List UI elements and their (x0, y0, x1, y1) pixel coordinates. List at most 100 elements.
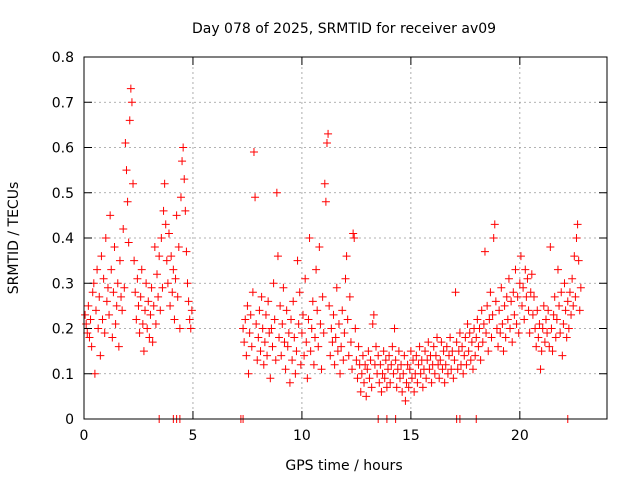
data-point (141, 306, 150, 315)
data-point (350, 234, 359, 242)
data-point (484, 347, 493, 356)
data-point (401, 396, 410, 405)
data-point (398, 387, 407, 396)
data-point (166, 301, 175, 310)
data-point (242, 351, 251, 360)
data-point (306, 347, 315, 356)
data-point (520, 315, 529, 324)
data-point (147, 283, 156, 292)
data-point (406, 347, 415, 356)
data-point (331, 333, 340, 342)
data-point (338, 306, 347, 315)
data-point (363, 365, 372, 374)
data-point (285, 378, 294, 387)
data-point (275, 333, 284, 342)
data-point (102, 297, 111, 306)
data-point (354, 342, 363, 351)
data-point (430, 369, 439, 378)
data-point (571, 292, 580, 301)
data-point (294, 319, 303, 328)
data-point (293, 256, 302, 265)
data-point (288, 356, 297, 365)
data-point (506, 324, 515, 333)
data-point (550, 292, 559, 301)
data-point (283, 342, 292, 351)
data-point (176, 193, 185, 202)
data-point (555, 301, 564, 310)
data-point (162, 256, 171, 265)
data-point (485, 315, 494, 324)
data-point (495, 306, 504, 315)
data-point (258, 324, 267, 333)
data-point (255, 306, 264, 315)
data-point (434, 360, 443, 369)
data-point (560, 279, 569, 288)
data-point (532, 342, 541, 351)
data-point (305, 234, 314, 242)
data-point (413, 378, 422, 387)
data-point (332, 283, 341, 292)
data-point (302, 338, 311, 347)
data-point (178, 157, 187, 166)
data-point (356, 387, 365, 396)
data-point (95, 292, 104, 301)
data-point (122, 166, 131, 175)
data-point (309, 360, 318, 369)
data-point (576, 283, 585, 292)
data-point (106, 211, 115, 220)
data-point (556, 329, 565, 338)
data-point (297, 329, 306, 338)
data-point (154, 292, 163, 301)
data-point (480, 247, 489, 256)
data-point (129, 179, 138, 188)
data-point (344, 351, 353, 360)
data-point (365, 374, 374, 383)
x-tick-label: 15 (402, 428, 420, 444)
data-point (540, 338, 549, 347)
data-point (325, 301, 334, 310)
y-axis-label: SRMTID / TECUs (6, 182, 22, 295)
data-point (465, 329, 474, 338)
x-tick-label: 0 (80, 428, 89, 444)
data-point (501, 333, 510, 342)
data-point (512, 319, 521, 328)
axis-ticks: 0 0.1 0.2 0.3 0.4 0.5 0.6 0.7 0.8 0 5 10 15 20 (52, 50, 607, 444)
data-point (240, 338, 249, 347)
data-point (145, 333, 154, 342)
data-point (438, 365, 447, 374)
data-point (121, 138, 130, 147)
data-point (414, 360, 423, 369)
data-point (169, 265, 178, 274)
data-point (150, 243, 159, 252)
data-point (409, 356, 418, 365)
data-point (379, 347, 388, 356)
data-point (376, 360, 385, 369)
data-point (304, 315, 313, 324)
data-point (374, 351, 383, 360)
data-point (535, 319, 544, 328)
data-point (113, 279, 122, 288)
y-tick-label: 0.3 (52, 276, 74, 292)
data-point (375, 378, 384, 387)
data-point (148, 338, 157, 347)
data-point (385, 351, 394, 360)
data-point (569, 301, 578, 310)
data-point (299, 310, 308, 319)
data-point (153, 270, 162, 279)
data-point (341, 274, 350, 283)
data-point (467, 338, 476, 347)
data-point (402, 378, 411, 387)
data-point (303, 374, 312, 383)
data-point (452, 338, 461, 347)
data-point (460, 351, 469, 360)
data-point (252, 319, 261, 328)
data-point (558, 351, 567, 360)
data-point (353, 374, 362, 383)
data-point (516, 252, 525, 261)
data-point (101, 234, 110, 242)
data-point (287, 315, 296, 324)
data-point (446, 333, 455, 342)
data-point (524, 306, 533, 315)
data-point (159, 206, 168, 215)
data-point (265, 329, 274, 338)
